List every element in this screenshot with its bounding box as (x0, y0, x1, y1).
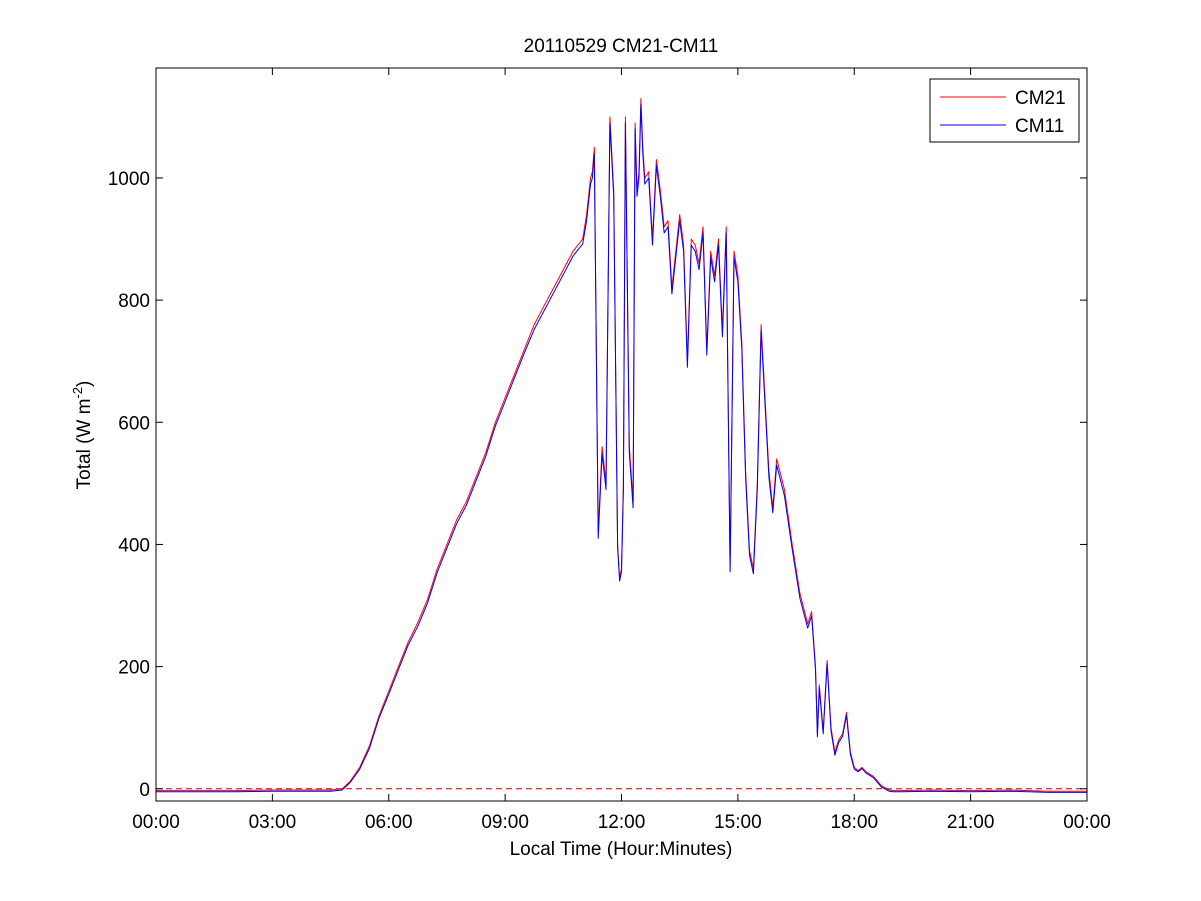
x-tick-label: 06:00 (365, 812, 413, 833)
series-line-cm11 (156, 104, 1087, 793)
y-axis-title-main: Total (W m (74, 399, 95, 490)
legend-label-cm11: CM11 (1015, 116, 1064, 137)
x-tick-label: 12:00 (598, 812, 646, 833)
y-axis-title-superscript: -2 (70, 387, 85, 399)
y-tick-label: 0 (139, 780, 150, 801)
x-tick-label: 21:00 (947, 812, 995, 833)
y-tick-label: 200 (118, 658, 150, 679)
axis-layer (155, 67, 1088, 802)
x-tick-label: 09:00 (481, 812, 529, 833)
chart-title: 20110529 CM21-CM11 (524, 36, 719, 57)
x-tick-label: 18:00 (830, 812, 878, 833)
x-tick-label: 00:00 (132, 812, 180, 833)
legend: CM21 CM11 (929, 78, 1080, 143)
y-tick-label: 1000 (108, 169, 150, 190)
x-axis-title: Local Time (Hour:Minutes) (510, 839, 733, 860)
y-tick-label: 600 (118, 413, 150, 434)
y-tick-label: 800 (118, 291, 150, 312)
series-layer (156, 98, 1087, 793)
x-tick-label: 03:00 (249, 812, 297, 833)
tick-label-layer: 00:00 03:00 06:00 09:00 12:00 15:00 18:00 21:00… (108, 169, 1111, 833)
y-axis-title-close: ) (74, 381, 95, 387)
y-tick-label: 400 (118, 535, 150, 556)
x-tick-label: 15:00 (714, 812, 762, 833)
x-tick-label: 00:00 (1063, 812, 1111, 833)
legend-label-cm21: CM21 (1015, 88, 1066, 109)
legend-box (929, 78, 1080, 143)
plot-area (156, 68, 1087, 801)
y-axis-title: Total (W m-2) (70, 381, 95, 490)
